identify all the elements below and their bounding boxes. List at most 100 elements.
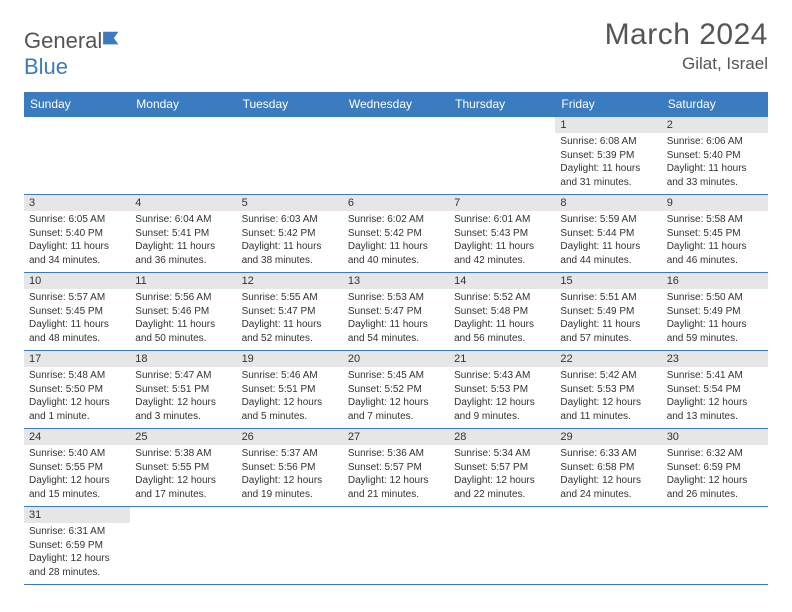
calendar-cell: 19Sunrise: 5:46 AMSunset: 5:51 PMDayligh… <box>237 351 343 429</box>
day-content: Sunrise: 5:43 AMSunset: 5:53 PMDaylight:… <box>449 367 555 427</box>
weekday-header: Sunday <box>24 92 130 117</box>
calendar-row: 31Sunrise: 6:31 AMSunset: 6:59 PMDayligh… <box>24 507 768 585</box>
day-number: 9 <box>662 195 768 211</box>
day-content: Sunrise: 5:48 AMSunset: 5:50 PMDaylight:… <box>24 367 130 427</box>
day-content: Sunrise: 5:53 AMSunset: 5:47 PMDaylight:… <box>343 289 449 349</box>
logo-text: GeneralBlue <box>24 28 124 80</box>
day-number: 11 <box>130 273 236 289</box>
day-number: 16 <box>662 273 768 289</box>
calendar-cell: 17Sunrise: 5:48 AMSunset: 5:50 PMDayligh… <box>24 351 130 429</box>
day-number: 30 <box>662 429 768 445</box>
day-number: 24 <box>24 429 130 445</box>
calendar-cell: 7Sunrise: 6:01 AMSunset: 5:43 PMDaylight… <box>449 195 555 273</box>
day-content: Sunrise: 6:03 AMSunset: 5:42 PMDaylight:… <box>237 211 343 271</box>
day-content: Sunrise: 5:51 AMSunset: 5:49 PMDaylight:… <box>555 289 661 349</box>
calendar-row: 24Sunrise: 5:40 AMSunset: 5:55 PMDayligh… <box>24 429 768 507</box>
calendar-cell: 6Sunrise: 6:02 AMSunset: 5:42 PMDaylight… <box>343 195 449 273</box>
day-number: 12 <box>237 273 343 289</box>
calendar-cell: 10Sunrise: 5:57 AMSunset: 5:45 PMDayligh… <box>24 273 130 351</box>
weekday-header: Thursday <box>449 92 555 117</box>
logo: GeneralBlue <box>24 28 124 80</box>
calendar-cell: 12Sunrise: 5:55 AMSunset: 5:47 PMDayligh… <box>237 273 343 351</box>
calendar-cell: 25Sunrise: 5:38 AMSunset: 5:55 PMDayligh… <box>130 429 236 507</box>
day-content: Sunrise: 5:58 AMSunset: 5:45 PMDaylight:… <box>662 211 768 271</box>
day-content: Sunrise: 5:41 AMSunset: 5:54 PMDaylight:… <box>662 367 768 427</box>
logo-blue: Blue <box>24 54 68 79</box>
calendar-row: 1Sunrise: 6:08 AMSunset: 5:39 PMDaylight… <box>24 117 768 195</box>
calendar-cell: 4Sunrise: 6:04 AMSunset: 5:41 PMDaylight… <box>130 195 236 273</box>
day-content: Sunrise: 5:46 AMSunset: 5:51 PMDaylight:… <box>237 367 343 427</box>
day-number: 8 <box>555 195 661 211</box>
day-content: Sunrise: 5:56 AMSunset: 5:46 PMDaylight:… <box>130 289 236 349</box>
calendar-cell <box>237 507 343 585</box>
calendar-cell: 31Sunrise: 6:31 AMSunset: 6:59 PMDayligh… <box>24 507 130 585</box>
calendar-cell: 2Sunrise: 6:06 AMSunset: 5:40 PMDaylight… <box>662 117 768 195</box>
day-number: 14 <box>449 273 555 289</box>
day-content: Sunrise: 6:06 AMSunset: 5:40 PMDaylight:… <box>662 133 768 193</box>
calendar-cell <box>130 507 236 585</box>
day-content: Sunrise: 6:01 AMSunset: 5:43 PMDaylight:… <box>449 211 555 271</box>
calendar-cell: 18Sunrise: 5:47 AMSunset: 5:51 PMDayligh… <box>130 351 236 429</box>
day-number: 5 <box>237 195 343 211</box>
day-content: Sunrise: 6:04 AMSunset: 5:41 PMDaylight:… <box>130 211 236 271</box>
day-number: 2 <box>662 117 768 133</box>
calendar-row: 10Sunrise: 5:57 AMSunset: 5:45 PMDayligh… <box>24 273 768 351</box>
weekday-header: Wednesday <box>343 92 449 117</box>
day-content: Sunrise: 6:02 AMSunset: 5:42 PMDaylight:… <box>343 211 449 271</box>
calendar-cell <box>24 117 130 195</box>
calendar-cell: 29Sunrise: 6:33 AMSunset: 6:58 PMDayligh… <box>555 429 661 507</box>
weekday-header: Monday <box>130 92 236 117</box>
weekday-header: Friday <box>555 92 661 117</box>
header: GeneralBlue March 2024 Gilat, Israel <box>24 18 768 80</box>
day-number: 18 <box>130 351 236 367</box>
calendar-cell: 5Sunrise: 6:03 AMSunset: 5:42 PMDaylight… <box>237 195 343 273</box>
calendar-row: 3Sunrise: 6:05 AMSunset: 5:40 PMDaylight… <box>24 195 768 273</box>
logo-general: General <box>24 28 102 53</box>
day-content: Sunrise: 5:40 AMSunset: 5:55 PMDaylight:… <box>24 445 130 505</box>
calendar-head: SundayMondayTuesdayWednesdayThursdayFrid… <box>24 92 768 117</box>
day-content: Sunrise: 5:55 AMSunset: 5:47 PMDaylight:… <box>237 289 343 349</box>
day-content: Sunrise: 6:05 AMSunset: 5:40 PMDaylight:… <box>24 211 130 271</box>
day-content: Sunrise: 5:34 AMSunset: 5:57 PMDaylight:… <box>449 445 555 505</box>
calendar-cell: 20Sunrise: 5:45 AMSunset: 5:52 PMDayligh… <box>343 351 449 429</box>
day-content: Sunrise: 6:33 AMSunset: 6:58 PMDaylight:… <box>555 445 661 505</box>
calendar-cell: 26Sunrise: 5:37 AMSunset: 5:56 PMDayligh… <box>237 429 343 507</box>
calendar-cell: 14Sunrise: 5:52 AMSunset: 5:48 PMDayligh… <box>449 273 555 351</box>
day-content: Sunrise: 5:59 AMSunset: 5:44 PMDaylight:… <box>555 211 661 271</box>
day-content: Sunrise: 6:32 AMSunset: 6:59 PMDaylight:… <box>662 445 768 505</box>
calendar-cell: 16Sunrise: 5:50 AMSunset: 5:49 PMDayligh… <box>662 273 768 351</box>
day-number: 31 <box>24 507 130 523</box>
day-content: Sunrise: 5:50 AMSunset: 5:49 PMDaylight:… <box>662 289 768 349</box>
day-number: 27 <box>343 429 449 445</box>
calendar-cell: 21Sunrise: 5:43 AMSunset: 5:53 PMDayligh… <box>449 351 555 429</box>
day-number: 1 <box>555 117 661 133</box>
calendar-cell: 1Sunrise: 6:08 AMSunset: 5:39 PMDaylight… <box>555 117 661 195</box>
calendar-cell: 22Sunrise: 5:42 AMSunset: 5:53 PMDayligh… <box>555 351 661 429</box>
day-number: 17 <box>24 351 130 367</box>
day-number: 4 <box>130 195 236 211</box>
day-content: Sunrise: 5:47 AMSunset: 5:51 PMDaylight:… <box>130 367 236 427</box>
day-content: Sunrise: 5:52 AMSunset: 5:48 PMDaylight:… <box>449 289 555 349</box>
month-title: March 2024 <box>605 18 768 52</box>
calendar-table: SundayMondayTuesdayWednesdayThursdayFrid… <box>24 92 768 585</box>
calendar-body: 1Sunrise: 6:08 AMSunset: 5:39 PMDaylight… <box>24 117 768 585</box>
day-number: 7 <box>449 195 555 211</box>
weekday-header: Tuesday <box>237 92 343 117</box>
day-number: 26 <box>237 429 343 445</box>
day-content: Sunrise: 5:57 AMSunset: 5:45 PMDaylight:… <box>24 289 130 349</box>
day-number: 20 <box>343 351 449 367</box>
calendar-cell <box>449 117 555 195</box>
day-content: Sunrise: 5:38 AMSunset: 5:55 PMDaylight:… <box>130 445 236 505</box>
day-number: 29 <box>555 429 661 445</box>
day-content: Sunrise: 6:31 AMSunset: 6:59 PMDaylight:… <box>24 523 130 583</box>
day-number: 15 <box>555 273 661 289</box>
day-number: 19 <box>237 351 343 367</box>
calendar-cell: 3Sunrise: 6:05 AMSunset: 5:40 PMDaylight… <box>24 195 130 273</box>
calendar-cell: 13Sunrise: 5:53 AMSunset: 5:47 PMDayligh… <box>343 273 449 351</box>
weekday-header: Saturday <box>662 92 768 117</box>
day-number: 13 <box>343 273 449 289</box>
calendar-cell: 15Sunrise: 5:51 AMSunset: 5:49 PMDayligh… <box>555 273 661 351</box>
calendar-cell: 8Sunrise: 5:59 AMSunset: 5:44 PMDaylight… <box>555 195 661 273</box>
flag-icon <box>102 30 124 48</box>
calendar-cell <box>237 117 343 195</box>
